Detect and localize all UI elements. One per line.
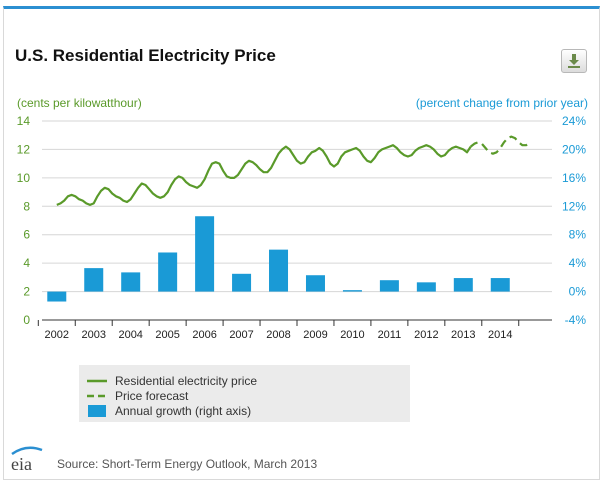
right-tick-label: 0% (569, 285, 587, 299)
growth-bar (84, 268, 104, 292)
right-tick-label: 4% (569, 256, 587, 270)
left-tick-label: 10 (17, 171, 31, 185)
growth-bar (47, 291, 67, 302)
left-tick-label: 6 (23, 228, 30, 242)
growth-bar (158, 252, 178, 292)
legend-label-growth: Annual growth (right axis) (115, 403, 252, 418)
x-tick-label: 2008 (266, 329, 290, 341)
growth-bar (305, 275, 325, 292)
right-tick-label: 24% (562, 114, 586, 128)
left-axis-title: (cents per kilowatthour) (17, 96, 142, 110)
x-tick-label: 2002 (45, 329, 69, 341)
x-tick-label: 2014 (488, 329, 512, 341)
price-line (56, 144, 472, 206)
source-note: Source: Short-Term Energy Outlook, March… (57, 457, 318, 471)
x-tick-label: 2007 (229, 329, 253, 341)
x-tick-label: 2006 (192, 329, 216, 341)
eia-logo-icon: eia (11, 446, 43, 474)
forecast-line (470, 135, 531, 155)
x-tick-label: 2012 (414, 329, 438, 341)
legend-item-price[interactable]: Residential electricity price (87, 373, 257, 388)
x-tick-label: 2009 (303, 329, 327, 341)
right-tick-label: 16% (562, 171, 586, 185)
legend-item-forecast[interactable]: Price forecast (87, 388, 188, 403)
growth-bar (342, 290, 362, 292)
x-tick-label: 2004 (118, 329, 142, 341)
legend-label-forecast: Price forecast (115, 388, 189, 403)
x-tick-label: 2011 (378, 329, 402, 341)
right-tick-label: 20% (562, 142, 586, 156)
left-tick-label: 14 (17, 114, 31, 128)
right-tick-label: 8% (569, 228, 587, 242)
left-tick-label: 8 (23, 199, 30, 213)
legend-dashed-line-swatch (87, 394, 107, 397)
download-button[interactable] (561, 49, 587, 73)
growth-bar (121, 272, 141, 292)
right-tick-label: 12% (562, 199, 586, 213)
x-tick-label: 2013 (451, 329, 475, 341)
svg-text:eia: eia (11, 454, 32, 474)
growth-bar (269, 249, 289, 292)
legend-bar-swatch (88, 404, 106, 417)
chart-legend: Residential electricity price Price fore… (79, 365, 410, 422)
x-tick-label: 2010 (340, 329, 364, 341)
x-tick-label: 2003 (81, 329, 105, 341)
legend-label-price: Residential electricity price (115, 373, 258, 388)
legend-item-growth[interactable]: Annual growth (right axis) (87, 403, 251, 418)
x-tick-label: 2005 (155, 329, 179, 341)
growth-bar (379, 280, 399, 292)
left-tick-label: 2 (23, 285, 30, 299)
growth-bar (195, 216, 215, 292)
left-tick-label: 12 (17, 142, 31, 156)
left-tick-label: 4 (23, 256, 30, 270)
right-tick-label: -4% (565, 313, 587, 327)
growth-bar (453, 278, 473, 292)
right-axis-title: (percent change from prior year) (415, 96, 588, 110)
growth-bar (232, 273, 252, 292)
legend-solid-line-swatch (87, 379, 107, 382)
chart-title: U.S. Residential Electricity Price (15, 46, 276, 65)
growth-bar (416, 282, 436, 292)
growth-bar (490, 278, 510, 292)
download-icon (568, 54, 580, 68)
left-tick-label: 0 (23, 313, 30, 327)
